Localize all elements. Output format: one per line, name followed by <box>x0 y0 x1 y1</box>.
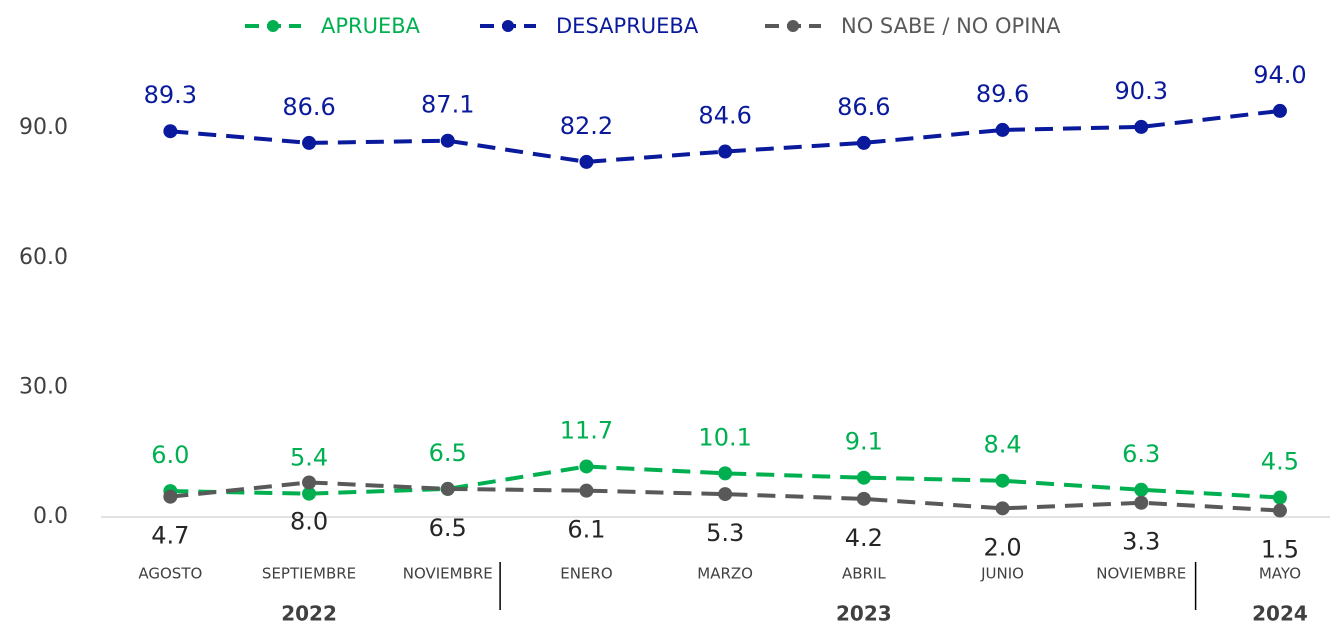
point <box>440 133 455 148</box>
legend-marker <box>502 20 514 32</box>
point <box>579 154 594 169</box>
legend-label: APRUEBA <box>321 14 421 38</box>
data-label: 87.1 <box>421 91 474 119</box>
data-label: 1.5 <box>1261 536 1299 564</box>
point <box>163 124 178 139</box>
point <box>995 122 1010 137</box>
point <box>302 475 317 490</box>
x-tick-label: AGOSTO <box>138 565 202 583</box>
data-label: 86.6 <box>282 93 335 121</box>
point <box>718 144 733 159</box>
x-tick-label: SEPTIEMBRE <box>262 565 356 583</box>
point <box>718 487 733 502</box>
point <box>163 489 178 504</box>
group-label: 2023 <box>836 602 892 626</box>
x-tick-label: JUNIO <box>980 565 1024 583</box>
group-label: 2022 <box>281 602 337 626</box>
x-tick-label: MAYO <box>1259 565 1301 583</box>
point <box>440 481 455 496</box>
legend-label: NO SABE / NO OPINA <box>841 14 1061 38</box>
point <box>1272 490 1287 505</box>
data-label: 6.0 <box>151 441 189 469</box>
data-label: 8.4 <box>983 431 1021 459</box>
point <box>579 483 594 498</box>
point <box>856 491 871 506</box>
point <box>856 135 871 150</box>
data-label: 4.7 <box>151 522 189 550</box>
series-line <box>170 464 1281 500</box>
legend-marker <box>787 20 799 32</box>
data-label: 6.5 <box>429 439 467 467</box>
point <box>579 459 594 474</box>
data-label: 82.2 <box>560 112 613 140</box>
series-line <box>170 480 1281 513</box>
y-tick-label: 60.0 <box>19 245 68 270</box>
y-tick-label: 30.0 <box>19 374 68 399</box>
x-tick-label: NOVIEMBRE <box>403 565 493 583</box>
group-label: 2024 <box>1252 602 1308 626</box>
data-label: 10.1 <box>698 423 751 451</box>
y-tick-label: 90.0 <box>19 115 68 140</box>
data-label: 11.7 <box>560 416 613 444</box>
point <box>1134 482 1149 497</box>
data-label: 90.3 <box>1115 77 1168 105</box>
data-label: 4.2 <box>845 524 883 552</box>
data-label: 4.5 <box>1261 448 1299 476</box>
data-label: 2.0 <box>983 533 1021 561</box>
series-line <box>170 108 1281 164</box>
data-label: 6.1 <box>567 516 605 544</box>
data-label: 89.3 <box>144 81 197 109</box>
data-label: 94.0 <box>1253 61 1306 89</box>
point <box>856 470 871 485</box>
data-label: 86.6 <box>837 93 890 121</box>
data-label: 84.6 <box>698 102 751 130</box>
data-label: 3.3 <box>1122 528 1160 556</box>
data-label: 5.3 <box>706 519 744 547</box>
x-tick-label: ENERO <box>560 565 612 583</box>
data-label: 89.6 <box>976 80 1029 108</box>
data-label: 9.1 <box>845 428 883 456</box>
point <box>995 473 1010 488</box>
point <box>302 486 317 501</box>
point <box>1272 103 1287 118</box>
data-label: 8.0 <box>290 507 328 535</box>
data-label: 6.3 <box>1122 440 1160 468</box>
legend-marker <box>267 20 279 32</box>
legend-label: DESAPRUEBA <box>556 14 699 38</box>
x-tick-label: MARZO <box>697 565 753 583</box>
point <box>1134 119 1149 134</box>
point <box>1272 503 1287 518</box>
data-label: 6.5 <box>429 514 467 542</box>
point <box>995 501 1010 516</box>
point <box>1134 495 1149 510</box>
data-label: 5.4 <box>290 444 328 472</box>
y-tick-label: 0.0 <box>33 504 68 529</box>
x-tick-label: NOVIEMBRE <box>1096 565 1186 583</box>
point <box>718 466 733 481</box>
x-tick-label: ABRIL <box>842 565 886 583</box>
point <box>302 135 317 150</box>
